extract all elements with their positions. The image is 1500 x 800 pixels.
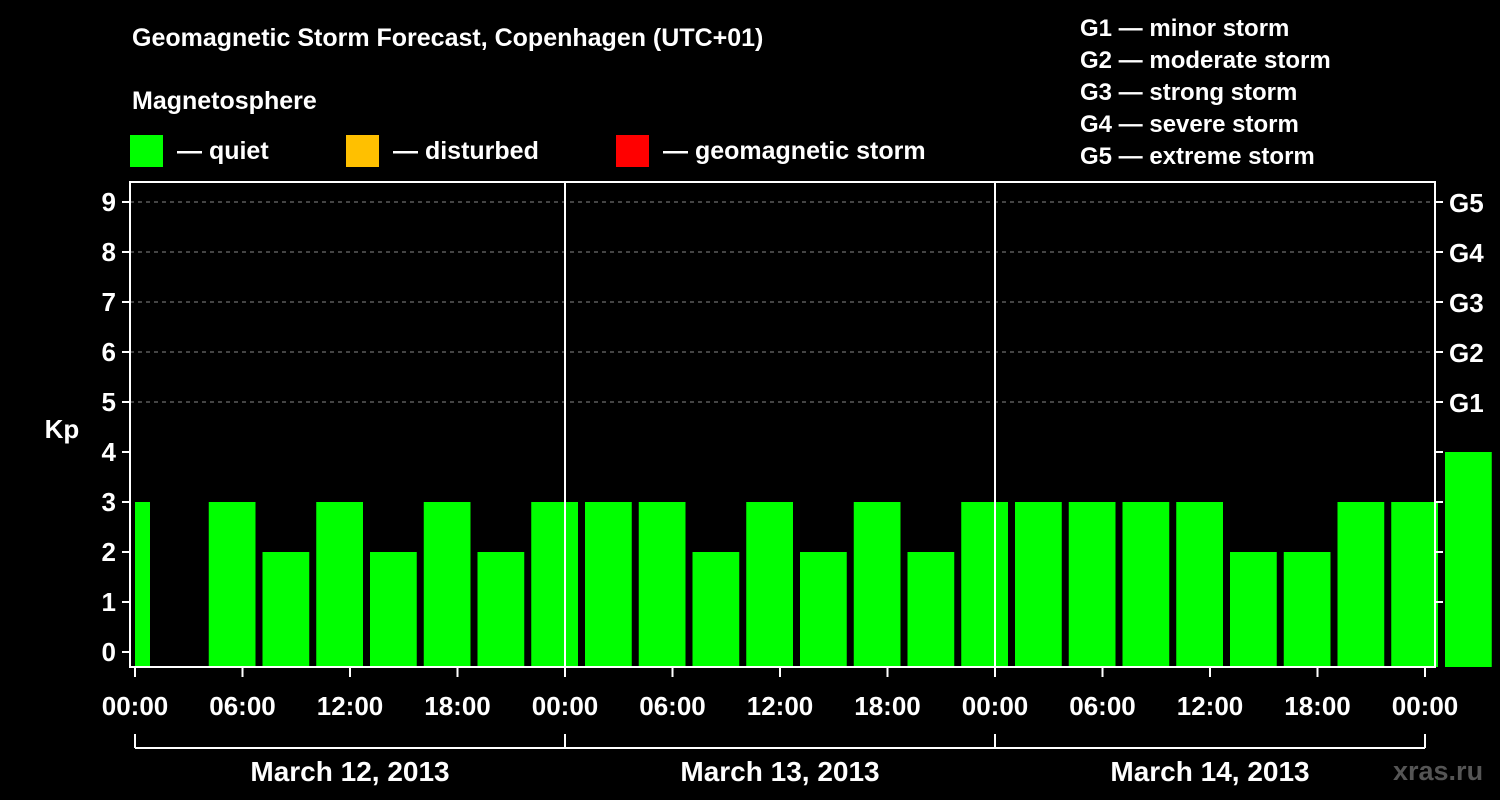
kp-bar [135, 502, 150, 667]
x-tick-label: 18:00 [854, 691, 921, 721]
g-scale-item: G1 — minor storm [1080, 15, 1290, 42]
y-tick-label: 1 [102, 587, 116, 617]
kp-bar [316, 502, 363, 667]
x-tick-label: 12:00 [1177, 691, 1244, 721]
g-scale-item: G4 — severe storm [1080, 111, 1299, 138]
g-level-label: G5 [1449, 188, 1484, 218]
day-label: March 13, 2013 [680, 756, 879, 787]
kp-bar [423, 502, 471, 667]
g-scale-item: G2 — moderate storm [1080, 47, 1331, 74]
y-tick-label: 6 [102, 337, 116, 367]
legend-item-storm: — geomagnetic storm [616, 135, 926, 167]
g-scale-item: G5 — extreme storm [1080, 143, 1315, 170]
kp-bar [1283, 552, 1331, 667]
day-label: March 12, 2013 [250, 756, 449, 787]
kp-bar [1068, 502, 1116, 667]
x-tick-label: 00:00 [532, 691, 599, 721]
kp-bar [1337, 502, 1385, 667]
x-tick-label: 06:00 [1069, 691, 1136, 721]
kp-bar [1445, 452, 1492, 667]
kp-bar [1176, 502, 1223, 667]
legend-label-disturbed: — disturbed [393, 136, 539, 165]
kp-bar [1122, 502, 1170, 667]
x-tick-label: 18:00 [1284, 691, 1351, 721]
kp-bar [692, 552, 740, 667]
x-tick-label: 00:00 [1392, 691, 1459, 721]
legend-label-storm: — geomagnetic storm [663, 136, 926, 165]
y-tick-label: 5 [102, 387, 116, 417]
g-level-label: G3 [1449, 288, 1484, 318]
legend-item-quiet: — quiet [130, 135, 269, 167]
g-scale-list: G1 — minor storm G2 — moderate storm G3 … [1080, 13, 1331, 173]
kp-bar [585, 502, 632, 667]
kp-bar [907, 552, 955, 667]
x-tick-label: 00:00 [962, 691, 1029, 721]
legend-heading: Magnetosphere [132, 87, 317, 115]
kp-bar [853, 502, 901, 667]
y-tick-label: 2 [102, 537, 116, 567]
y-tick-label: 9 [102, 187, 116, 217]
x-tick-label: 18:00 [424, 691, 491, 721]
legend-swatch-storm [616, 135, 649, 167]
kp-bar [208, 502, 256, 667]
kp-bar [1230, 552, 1277, 667]
kp-bar [262, 552, 310, 667]
legend-swatch-disturbed [346, 135, 379, 167]
x-tick-label: 06:00 [209, 691, 276, 721]
x-tick-label: 12:00 [747, 691, 814, 721]
chart-title: Geomagnetic Storm Forecast, Copenhagen (… [132, 24, 764, 52]
legend-label-quiet: — quiet [177, 136, 269, 165]
g-scale-item: G3 — strong storm [1080, 79, 1298, 106]
plot-frame [129, 181, 1436, 668]
y-tick-label: 8 [102, 237, 116, 267]
kp-bar [370, 552, 417, 667]
g-level-label: G1 [1449, 388, 1484, 418]
y-tick-label: 7 [102, 287, 116, 317]
x-tick-label: 00:00 [102, 691, 169, 721]
kp-bar [531, 502, 578, 667]
x-tick-label: 12:00 [317, 691, 384, 721]
legend-item-disturbed: — disturbed [346, 135, 539, 167]
legend-swatch-quiet [130, 135, 163, 167]
kp-bar [746, 502, 793, 667]
y-tick-label: 0 [102, 637, 116, 667]
watermark: xras.ru [1393, 756, 1484, 786]
y-axis-label: Kp [45, 414, 80, 444]
y-tick-label: 4 [102, 437, 117, 467]
kp-bar [638, 502, 686, 667]
y-tick-label: 3 [102, 487, 116, 517]
kp-bar [800, 552, 847, 667]
g-level-label: G2 [1449, 338, 1484, 368]
kp-bar [1391, 502, 1438, 667]
g-level-label: G4 [1449, 238, 1484, 268]
day-label: March 14, 2013 [1110, 756, 1309, 787]
x-tick-label: 06:00 [639, 691, 706, 721]
kp-bar [961, 502, 1008, 667]
kp-bar [1015, 502, 1062, 667]
kp-bar [477, 552, 525, 667]
